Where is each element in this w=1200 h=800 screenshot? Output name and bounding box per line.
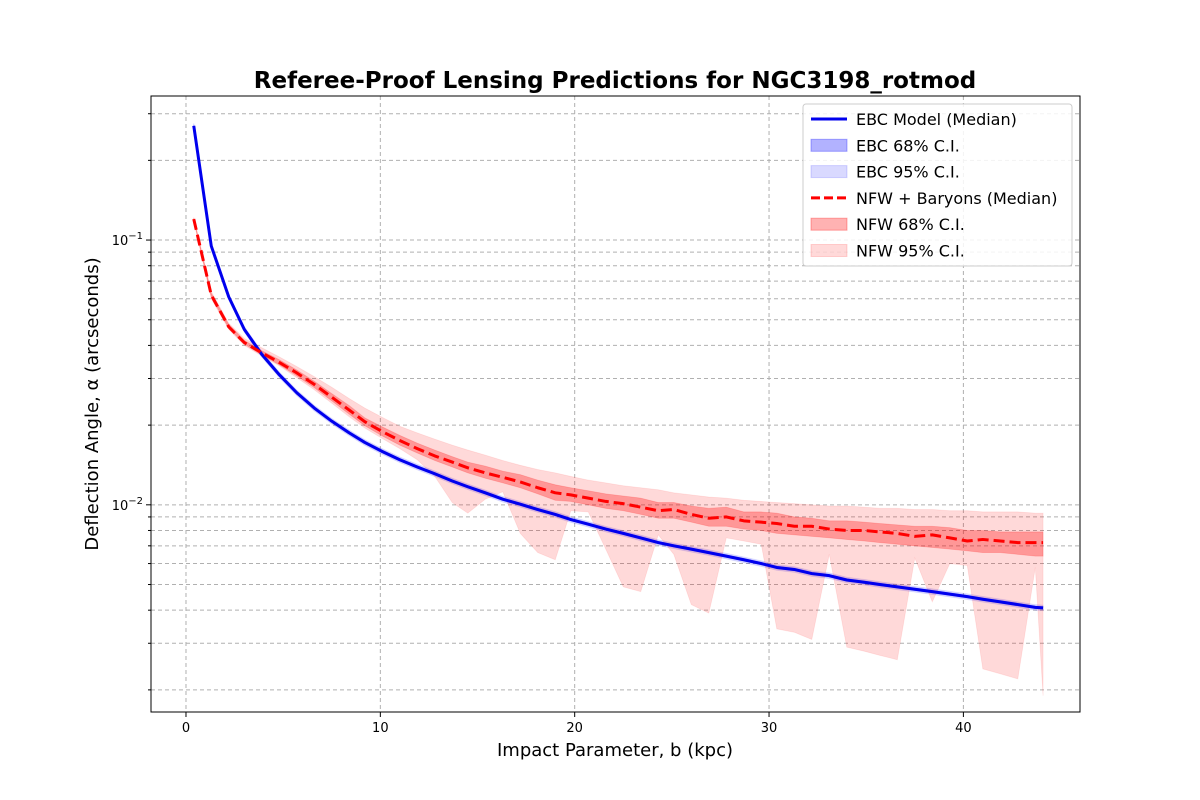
x-axis-ticks: 0 10 20 30 40: [182, 712, 972, 736]
legend-item: EBC 95% C.I.: [810, 163, 960, 182]
x-tick-label: 10: [372, 721, 389, 736]
legend-patch-swatch: [810, 217, 848, 231]
legend-patch-swatch: [810, 165, 848, 179]
chart-title: Referee-Proof Lensing Predictions for NG…: [254, 68, 976, 94]
legend-label: NFW 68% C.I.: [856, 215, 965, 234]
x-tick-label: 20: [566, 721, 583, 736]
grid: [151, 96, 1080, 712]
legend-box: [802, 103, 1073, 267]
legend-item: NFW 95% C.I.: [810, 242, 965, 261]
median-lines: [192, 125, 1044, 610]
y-axis-ticks: 10−2 10−1: [112, 113, 151, 691]
legend-item: NFW 68% C.I.: [810, 215, 965, 234]
legend-item: EBC Model (Median): [811, 110, 1017, 129]
series-line-nfw-baryons-median: [192, 218, 1044, 545]
legend-label: EBC 68% C.I.: [856, 136, 960, 155]
x-tick-label: 30: [761, 721, 778, 736]
legend-label: EBC 95% C.I.: [856, 163, 960, 182]
band-ebc-95-c-i-: [193, 122, 1044, 612]
x-axis-label: Impact Parameter, b (kpc): [497, 740, 733, 761]
legend-patch-swatch: [810, 138, 848, 152]
legend-label: NFW + Baryons (Median): [856, 189, 1057, 208]
y-tick-label: 10−2: [112, 496, 143, 514]
y-tick-label: 10−1: [112, 231, 143, 249]
legend-item: EBC 68% C.I.: [810, 136, 960, 155]
legend-label: EBC Model (Median): [856, 110, 1017, 129]
y-axis-label: Deflection Angle, α (arcseconds): [82, 257, 103, 550]
series-line-ebc-model-median: [192, 125, 1044, 610]
legend-label: NFW 95% C.I.: [856, 242, 965, 261]
plot-frame: [150, 95, 1081, 713]
x-tick-label: 0: [182, 721, 190, 736]
band-nfw-95-c-i-: [193, 217, 1044, 696]
legend-patch-swatch: [810, 244, 848, 257]
legend: EBC Model (Median) EBC 68% C.I. EBC 95% C.…: [802, 103, 1073, 267]
x-tick-label: 40: [955, 721, 972, 736]
band-nfw-68-c-i-: [193, 218, 1044, 557]
legend-item: NFW + Baryons (Median): [811, 189, 1057, 208]
